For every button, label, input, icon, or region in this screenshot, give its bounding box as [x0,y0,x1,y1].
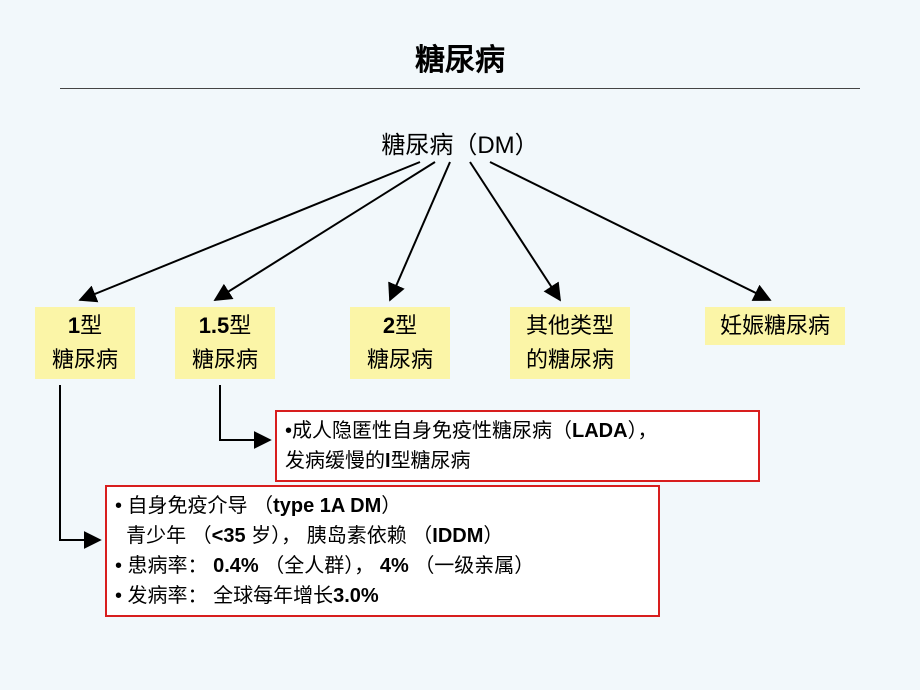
leaf-type2: 2型 糖尿病 [350,307,450,379]
leaf-gestational: 妊娠糖尿病 [705,307,845,345]
callout-type1-details: • 自身免疫介导 （type 1A DM） 青少年 （<35 岁）， 胰岛素依赖… [105,485,660,617]
callout-lada: •成人隐匿性自身免疫性糖尿病（LADA）， 发病缓慢的I型糖尿病 [275,410,760,482]
leaf-type1-5: 1.5型 糖尿病 [175,307,275,379]
page-title: 糖尿病 [0,35,920,79]
leaf-type1: 1型 糖尿病 [35,307,135,379]
title-underline [60,88,860,89]
leaf-other-types: 其他类型 的糖尿病 [510,307,630,379]
tree-root-label: 糖尿病（DM） [0,125,920,160]
